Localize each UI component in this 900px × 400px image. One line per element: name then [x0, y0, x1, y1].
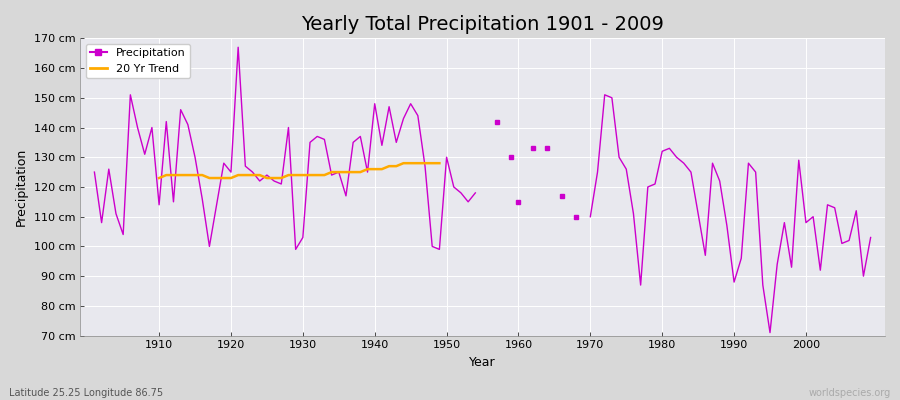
Title: Yearly Total Precipitation 1901 - 2009: Yearly Total Precipitation 1901 - 2009	[302, 15, 664, 34]
Text: worldspecies.org: worldspecies.org	[809, 388, 891, 398]
Y-axis label: Precipitation: Precipitation	[15, 148, 28, 226]
Legend: Precipitation, 20 Yr Trend: Precipitation, 20 Yr Trend	[86, 44, 190, 78]
Text: Latitude 25.25 Longitude 86.75: Latitude 25.25 Longitude 86.75	[9, 388, 163, 398]
X-axis label: Year: Year	[469, 356, 496, 369]
